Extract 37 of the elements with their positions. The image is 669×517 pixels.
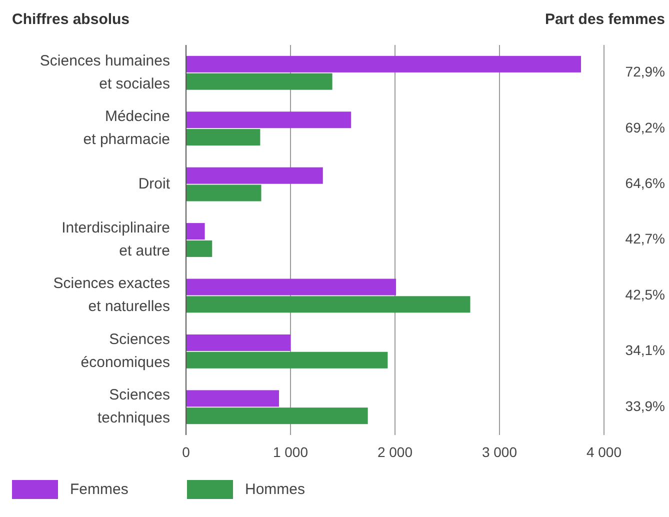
y-tick-label: Droit — [138, 175, 171, 192]
y-tick-label: Sciences techniques — [97, 386, 170, 427]
bar — [186, 167, 323, 184]
x-tick-label: 1 000 — [272, 444, 308, 460]
x-tick-label: 0 — [182, 444, 190, 460]
text: 33,9% — [625, 398, 665, 414]
text: 34,1% — [625, 342, 665, 358]
y-tick-label: Sciences économiques — [80, 330, 170, 371]
legend-label: Hommes — [245, 480, 306, 498]
chart-title: Chiffres absolus — [12, 11, 130, 28]
text: 69,2% — [625, 119, 665, 136]
y-tick-label: Interdisciplinaire et autre — [62, 219, 170, 260]
text: 72,9% — [625, 64, 665, 80]
bar — [186, 296, 470, 313]
bar — [186, 240, 212, 257]
y-tick-label: Sciences exactes et naturelles — [53, 275, 170, 316]
bar — [186, 278, 396, 296]
bar — [186, 129, 260, 146]
y-tick-label: Sciences humaines et sociales — [40, 52, 170, 92]
x-tick-label: 2 000 — [377, 444, 413, 460]
text: 64,6% — [625, 174, 665, 191]
bar — [186, 334, 290, 351]
bar — [186, 56, 582, 72]
bar — [186, 223, 205, 240]
legend-label: Femmes — [70, 480, 128, 498]
bar — [186, 73, 332, 90]
bar — [186, 352, 388, 368]
y-tick-label: Médecine et pharmacie — [83, 108, 170, 148]
text: 42,7% — [625, 230, 665, 247]
y2-axis-title: Part des femmes — [544, 11, 665, 28]
bar — [186, 408, 368, 424]
x-tick-label: 3 000 — [482, 444, 518, 460]
x-tick-label: 4 000 — [586, 444, 622, 460]
bar — [186, 184, 262, 202]
text: 42,5% — [625, 286, 665, 302]
bar — [186, 112, 352, 128]
bar — [186, 390, 280, 407]
